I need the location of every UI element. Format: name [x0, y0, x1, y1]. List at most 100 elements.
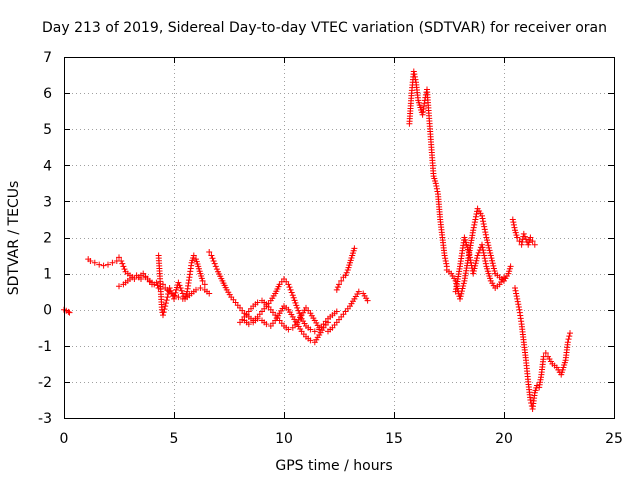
data-point-interp [565, 336, 572, 343]
data-point [336, 281, 342, 288]
data-point-interp [290, 294, 297, 301]
chart-title: Day 213 of 2019, Sidereal Day-to-day VTE… [42, 20, 607, 36]
series-seg12 [443, 205, 514, 302]
data-point [514, 234, 521, 241]
series-seg13 [452, 234, 507, 295]
data-point-interp [489, 257, 496, 264]
data-point [116, 283, 122, 290]
data-point [160, 281, 166, 288]
data-point-interp [287, 286, 294, 293]
data-point-interp [470, 224, 477, 231]
data-point-interp [295, 307, 302, 314]
data-point [193, 286, 199, 293]
data-point-interp [482, 229, 489, 236]
data-point-interp [442, 255, 449, 262]
data-point [245, 321, 252, 328]
data-point [175, 294, 182, 301]
data-point [470, 270, 477, 277]
data-point [527, 234, 534, 241]
data-point-interp [482, 260, 489, 267]
series-seg6 [206, 248, 340, 335]
data-point [66, 309, 73, 316]
data-point [311, 328, 318, 335]
data-point [509, 216, 516, 223]
data-point [518, 241, 525, 248]
data-point-interp [481, 226, 488, 233]
series-seg15 [512, 285, 573, 412]
data-point [175, 279, 182, 286]
data-point-interp [515, 301, 522, 308]
y-tick-label: -3 [38, 411, 52, 427]
data-point-interp [484, 239, 491, 246]
data-point-interp [490, 262, 497, 269]
y-axis-label: SDTVAR / TECUs [6, 181, 22, 296]
data-point-interp [484, 237, 491, 244]
data-point-interp [511, 224, 518, 231]
y-tick-label: 7 [43, 50, 52, 66]
data-points [61, 68, 573, 412]
data-point-interp [488, 255, 495, 262]
data-point-interp [293, 302, 300, 309]
data-point-interp [481, 252, 488, 259]
data-point [351, 245, 358, 252]
data-point [512, 285, 518, 292]
data-point-interp [473, 211, 480, 218]
data-point-interp [458, 290, 465, 297]
data-point-interp [486, 247, 493, 254]
data-point [179, 290, 186, 297]
data-point [516, 238, 523, 245]
data-point-interp [482, 231, 489, 238]
data-point [531, 241, 538, 248]
data-point-interp [480, 218, 487, 225]
data-point [487, 252, 494, 259]
data-point-interp [482, 257, 489, 264]
x-tick-label: 5 [170, 431, 179, 447]
data-point-interp [512, 287, 519, 294]
data-point-interp [467, 257, 474, 264]
data-point [523, 236, 529, 243]
data-point-interp [479, 244, 486, 251]
data-point-interp [460, 280, 467, 287]
data-point [100, 262, 107, 269]
data-point-interp [213, 266, 220, 273]
data-point-interp [472, 216, 479, 223]
data-point [160, 312, 166, 319]
data-point [206, 248, 213, 255]
data-point [109, 259, 116, 266]
data-point-interp [178, 287, 185, 294]
y-tick-label: 0 [43, 303, 52, 319]
data-point [190, 252, 197, 259]
data-point-interp [460, 282, 467, 289]
data-point-interp [211, 260, 218, 267]
data-point [105, 261, 111, 268]
x-tick-labels: 0 5 10 15 20 25 [60, 431, 623, 447]
data-point [342, 272, 349, 279]
data-point-interp [513, 293, 520, 300]
data-point-interp [485, 242, 492, 249]
data-point [87, 257, 94, 264]
data-point [501, 274, 507, 281]
data-point-interp [485, 244, 492, 251]
data-point-interp [442, 257, 449, 264]
data-point [285, 326, 292, 333]
data-point-interp [433, 185, 440, 192]
data-point-interp [434, 188, 441, 195]
data-point-interp [480, 249, 487, 256]
data-point [164, 294, 171, 301]
data-point-interp [471, 265, 478, 272]
data-point [118, 257, 125, 264]
data-point-interp [167, 287, 174, 294]
x-tick-label: 0 [60, 431, 69, 447]
data-point-interp [411, 73, 418, 80]
data-point [479, 212, 485, 219]
data-point-interp [480, 247, 487, 254]
data-point [567, 330, 573, 337]
data-point [470, 227, 477, 234]
data-point-interp [491, 268, 498, 275]
data-point [197, 285, 204, 292]
data-point-interp [119, 260, 126, 267]
data-point-interp [521, 233, 528, 240]
data-point [527, 396, 534, 403]
grid [64, 57, 614, 418]
y-tick-label: 5 [43, 122, 52, 138]
